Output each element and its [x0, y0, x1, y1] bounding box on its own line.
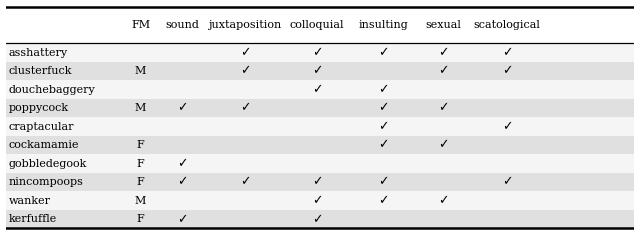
Text: poppycock: poppycock — [9, 103, 69, 113]
Bar — [6, 154, 634, 173]
Text: juxtaposition: juxtaposition — [209, 20, 282, 30]
Text: ✓: ✓ — [312, 46, 323, 59]
Text: ✓: ✓ — [438, 139, 449, 152]
Text: nincompoops: nincompoops — [9, 177, 84, 187]
Text: ✓: ✓ — [240, 46, 250, 59]
Text: ✓: ✓ — [502, 120, 513, 133]
Text: ✓: ✓ — [177, 176, 188, 189]
Text: ✓: ✓ — [177, 157, 188, 170]
Text: ✓: ✓ — [312, 213, 323, 226]
Text: ✓: ✓ — [312, 65, 323, 78]
Text: insulting: insulting — [358, 20, 408, 30]
Text: F: F — [137, 177, 145, 187]
Text: ✓: ✓ — [312, 194, 323, 207]
Text: colloquial: colloquial — [290, 20, 344, 30]
Text: ✓: ✓ — [378, 102, 388, 115]
Bar — [6, 99, 634, 117]
Text: F: F — [137, 159, 145, 169]
Text: asshattery: asshattery — [9, 48, 68, 58]
Text: scatological: scatological — [474, 20, 541, 30]
Text: ✓: ✓ — [438, 194, 449, 207]
Text: kerfuffle: kerfuffle — [9, 214, 57, 224]
Text: ✓: ✓ — [502, 176, 513, 189]
Text: ✓: ✓ — [240, 176, 250, 189]
Text: ✓: ✓ — [378, 194, 388, 207]
Bar — [6, 43, 634, 62]
Text: ✓: ✓ — [177, 213, 188, 226]
Text: ✓: ✓ — [502, 65, 513, 78]
Text: ✓: ✓ — [438, 65, 449, 78]
Text: gobbledegook: gobbledegook — [9, 159, 87, 169]
Text: ✓: ✓ — [240, 102, 250, 115]
Bar — [6, 62, 634, 80]
Text: ✓: ✓ — [438, 102, 449, 115]
Text: M: M — [135, 196, 147, 206]
Bar — [6, 80, 634, 99]
Text: F: F — [137, 214, 145, 224]
Text: ✓: ✓ — [378, 83, 388, 96]
Text: ✓: ✓ — [378, 120, 388, 133]
Text: ✓: ✓ — [438, 46, 449, 59]
Text: douchebaggery: douchebaggery — [9, 85, 95, 95]
Bar — [6, 191, 634, 210]
Bar — [6, 117, 634, 136]
Text: craptacular: craptacular — [9, 122, 74, 132]
Text: ✓: ✓ — [502, 46, 513, 59]
Text: cockamamie: cockamamie — [9, 140, 79, 150]
Text: sound: sound — [165, 20, 199, 30]
Text: FM: FM — [131, 20, 150, 30]
Text: M: M — [135, 66, 147, 76]
Text: ✓: ✓ — [312, 83, 323, 96]
Text: clusterfuck: clusterfuck — [9, 66, 72, 76]
Text: wanker: wanker — [9, 196, 51, 206]
Bar — [6, 173, 634, 191]
Text: ✓: ✓ — [378, 176, 388, 189]
Text: ✓: ✓ — [312, 176, 323, 189]
Text: ✓: ✓ — [177, 102, 188, 115]
Text: M: M — [135, 103, 147, 113]
Bar — [6, 136, 634, 154]
Text: ✓: ✓ — [378, 139, 388, 152]
Text: F: F — [137, 140, 145, 150]
Text: ✓: ✓ — [378, 46, 388, 59]
Bar — [6, 210, 634, 228]
Text: sexual: sexual — [426, 20, 461, 30]
Text: ✓: ✓ — [240, 65, 250, 78]
